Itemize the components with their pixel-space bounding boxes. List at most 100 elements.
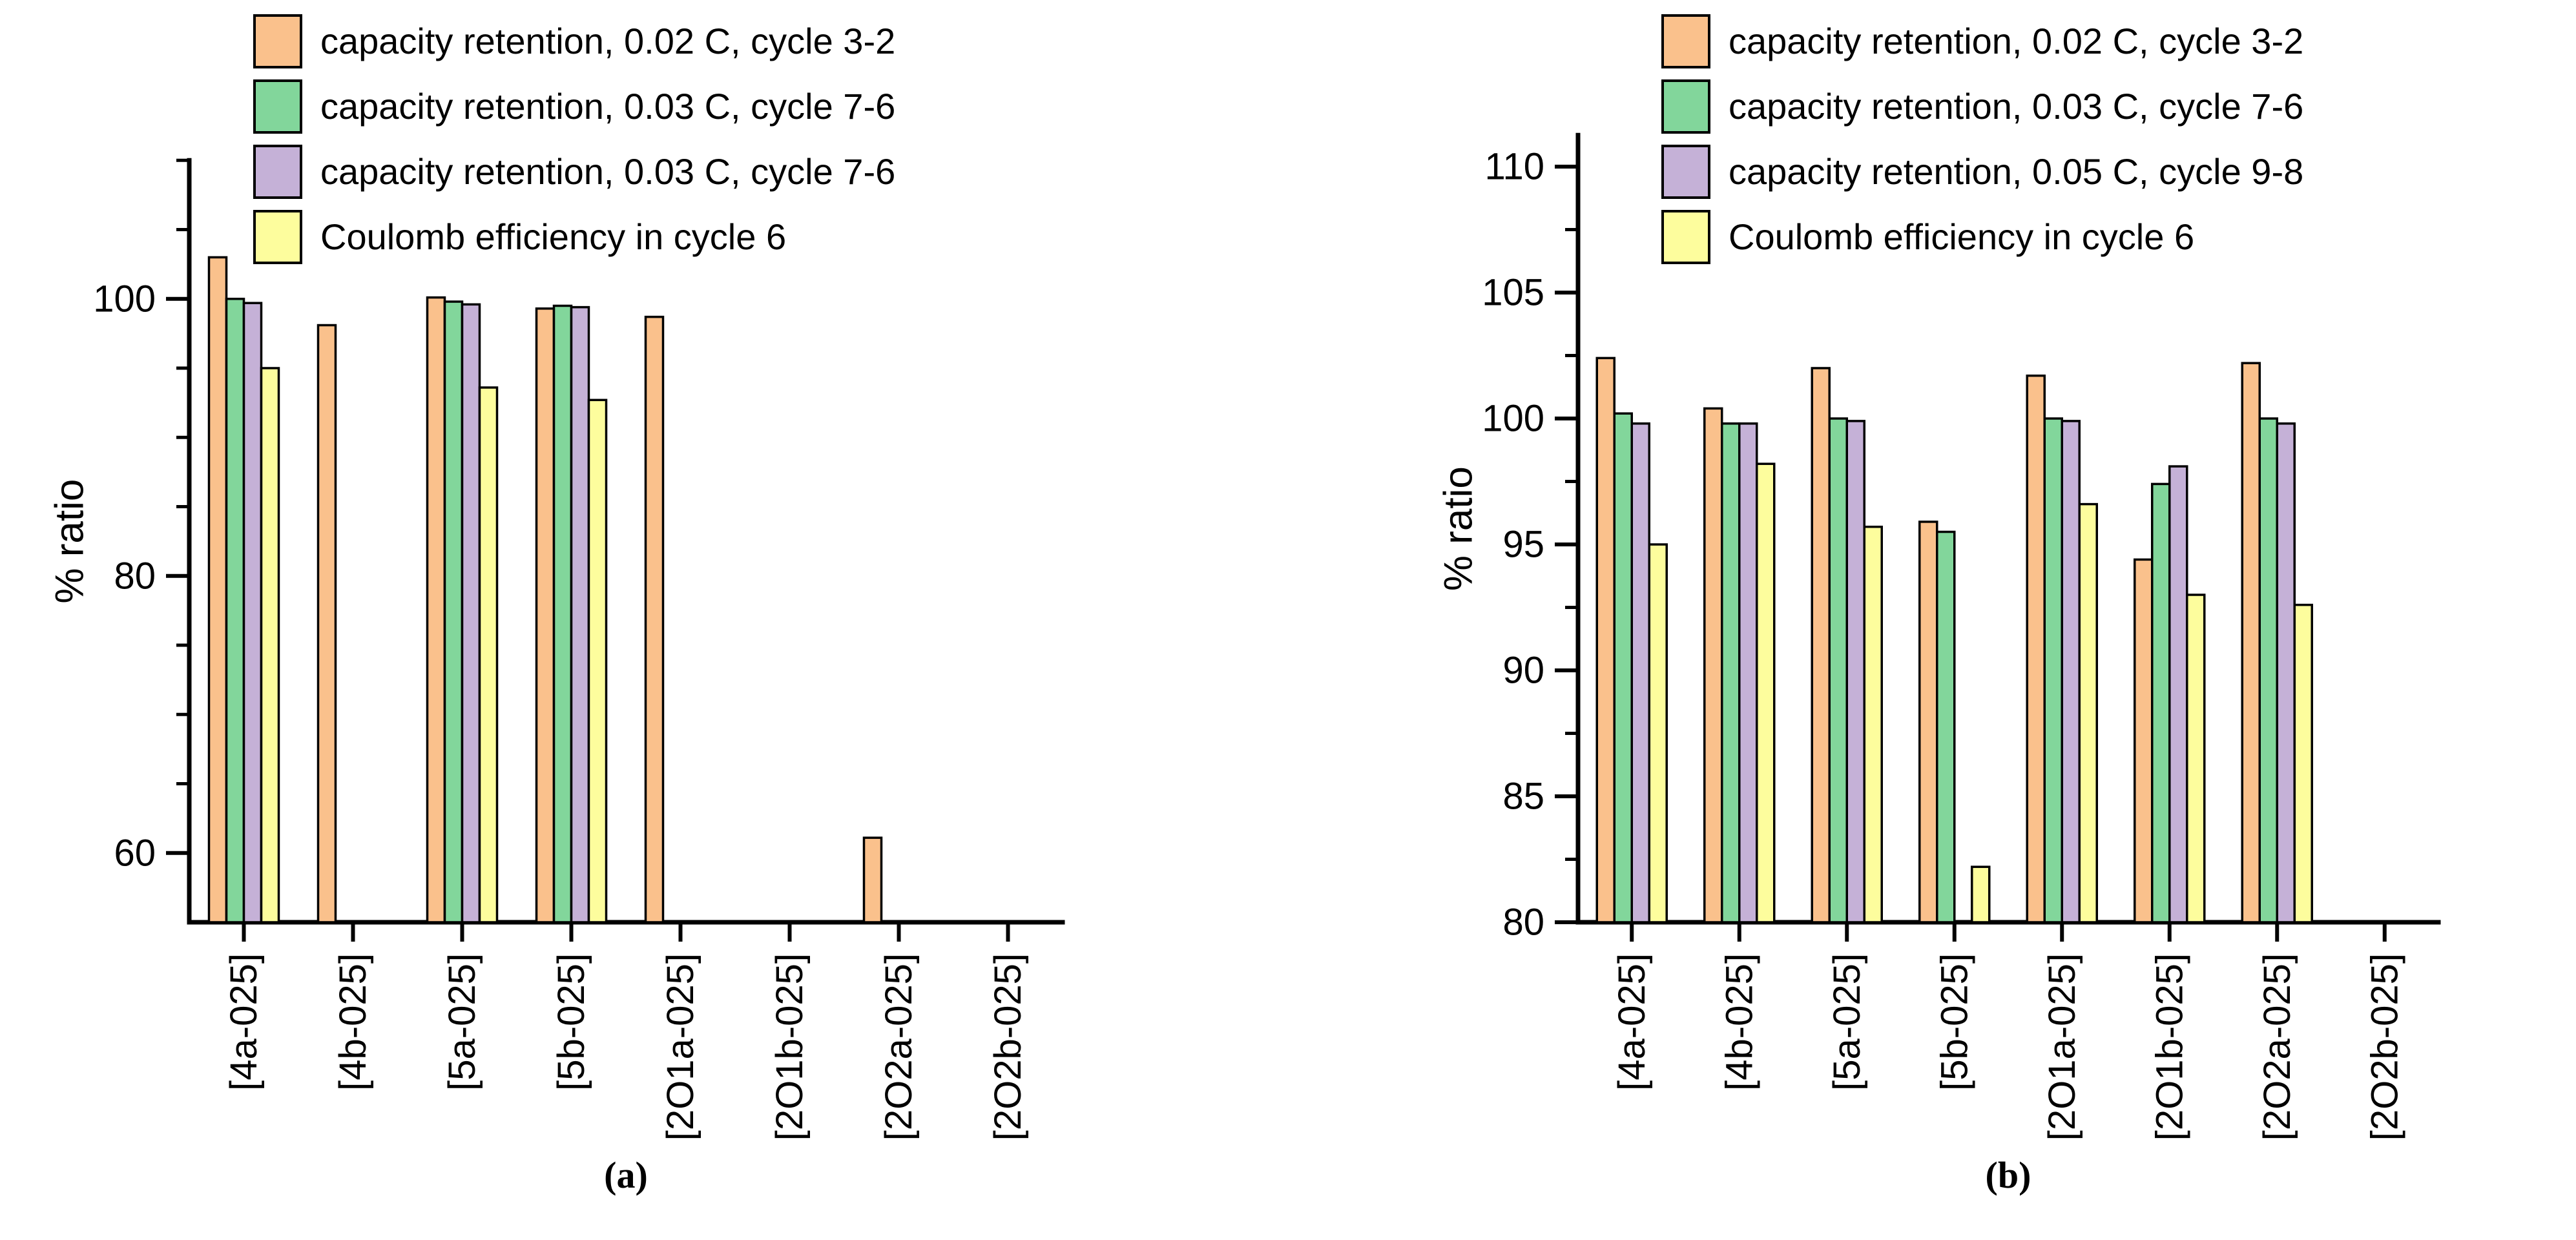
x-tick-label: [2O2a-025]: [2256, 953, 2298, 1141]
y-tick-label: 80: [1502, 902, 1544, 944]
x-tick-label: [2O2b-025]: [2363, 953, 2405, 1141]
bar-b-s3-[5a-025]: [1863, 525, 1883, 924]
bar-b-s0-[4a-025]: [1595, 356, 1615, 924]
legend-label: capacity retention, 0.03 C, cycle 7-6: [320, 151, 896, 192]
legend-label: Coulomb efficiency in cycle 6: [320, 216, 787, 257]
legend-item: Coulomb efficiency in cycle 6: [1661, 210, 2303, 264]
bar-b-s3-[2O1b-025]: [2186, 594, 2206, 924]
bar-b-s2-[5a-025]: [1845, 420, 1865, 924]
bar-b-s3-[2O2a-025]: [2293, 603, 2313, 924]
chart-b-legend: capacity retention, 0.02 C, cycle 3-2 cap…: [1661, 14, 2303, 275]
y-tick-label: 110: [1485, 146, 1544, 188]
bar-a-s0-[4a-025]: [207, 256, 228, 924]
legend-label: capacity retention, 0.03 C, cycle 7-6: [320, 86, 896, 127]
x-tick-label: [4b-025]: [1718, 953, 1760, 1091]
x-tick-label: [4b-025]: [332, 953, 374, 1091]
bar-a-s0-[2O1a-025]: [644, 315, 665, 924]
y-tick-label: 90: [1502, 650, 1544, 692]
x-tick-label: [5a-025]: [1826, 953, 1868, 1091]
x-tick-label: [2O1b-025]: [2148, 953, 2190, 1141]
chart-a-caption: (a): [604, 1154, 648, 1196]
x-tick-label: [4a-025]: [1611, 953, 1653, 1091]
bar-b-s1-[2O2a-025]: [2258, 417, 2278, 924]
bar-b-s1-[5a-025]: [1828, 417, 1848, 924]
y-tick-label: 105: [1482, 272, 1544, 314]
y-tick-label: 85: [1502, 776, 1544, 818]
bar-b-s0-[2O1a-025]: [2026, 374, 2046, 924]
bar-a-s0-[5b-025]: [535, 307, 556, 924]
bar-a-s3-[5b-025]: [587, 398, 608, 924]
bar-b-s1-[2O1b-025]: [2151, 482, 2171, 924]
x-tick-label: [5a-025]: [441, 953, 483, 1091]
bar-a-s1-[4a-025]: [225, 298, 245, 924]
bar-b-s3-[4b-025]: [1756, 462, 1776, 924]
bar-a-s3-[5a-025]: [478, 386, 499, 924]
legend-item: capacity retention, 0.03 C, cycle 7-6: [253, 145, 895, 199]
bar-a-s1-[5b-025]: [552, 304, 573, 924]
y-tick-label: 100: [1482, 398, 1544, 440]
bar-a-s0-[4b-025]: [317, 324, 337, 924]
bar-b-s0-[4b-025]: [1703, 407, 1723, 924]
bar-b-s2-[2O2a-025]: [2276, 422, 2296, 924]
y-tick-label: 100: [93, 278, 156, 320]
bar-a-s2-[5b-025]: [570, 305, 590, 924]
x-tick-label: [5b-025]: [1933, 953, 1975, 1091]
x-tick-label: [4a-025]: [223, 953, 265, 1091]
legend-swatch-purple: [1661, 145, 1710, 199]
legend-swatch-green: [253, 79, 302, 134]
x-tick-label: [5b-025]: [550, 953, 592, 1091]
legend-swatch-orange: [1661, 14, 1710, 68]
bar-b-s0-[2O2a-025]: [2241, 362, 2261, 924]
bar-b-s0-[5a-025]: [1811, 367, 1831, 924]
legend-swatch-orange: [253, 14, 302, 68]
y-tick-label: 60: [114, 832, 156, 874]
chart-a: 100 80 60 % ratio [4a-025] [4b-025] [5a-025] [5…: [48, 158, 1065, 1141]
bar-b-s1-[4b-025]: [1721, 422, 1741, 924]
legend-label: capacity retention, 0.03 C, cycle 7-6: [1729, 86, 2304, 127]
chart-b-caption: (b): [1985, 1154, 2031, 1196]
bar-b-s0-[5b-025]: [1918, 521, 1938, 924]
legend-item: capacity retention, 0.03 C, cycle 7-6: [1661, 79, 2303, 134]
legend-item: capacity retention, 0.03 C, cycle 7-6: [253, 79, 895, 134]
legend-label: Coulomb efficiency in cycle 6: [1729, 216, 2195, 257]
bar-b-s2-[4b-025]: [1738, 422, 1758, 924]
bar-a-s0-[2O2a-025]: [862, 836, 883, 924]
y-axis-title: % ratio: [1437, 466, 1481, 591]
legend-swatch-purple: [253, 145, 302, 199]
legend-swatch-yellow: [1661, 210, 1710, 264]
x-tick-label: [2O1a-025]: [2041, 953, 2083, 1141]
legend-swatch-green: [1661, 79, 1710, 134]
bar-a-s1-[5a-025]: [443, 300, 464, 924]
bar-b-s0-[2O1b-025]: [2134, 558, 2154, 924]
legend-item: capacity retention, 0.02 C, cycle 3-2: [253, 14, 895, 68]
legend-item: capacity retention, 0.02 C, cycle 3-2: [1661, 14, 2303, 68]
legend-item: Coulomb efficiency in cycle 6: [253, 210, 895, 264]
x-tick-label: [2O1b-025]: [769, 953, 811, 1141]
bar-a-s2-[5a-025]: [461, 303, 481, 924]
bar-a-s0-[5a-025]: [426, 296, 446, 924]
x-tick-label: [2O2b-025]: [987, 953, 1029, 1141]
bar-b-s3-[5b-025]: [1971, 865, 1991, 924]
x-tick-label: [2O2a-025]: [878, 953, 920, 1141]
bar-b-s2-[4a-025]: [1630, 422, 1650, 924]
legend-label: capacity retention, 0.02 C, cycle 3-2: [1729, 21, 2304, 61]
bar-a-s3-[4a-025]: [260, 367, 280, 924]
legend-swatch-yellow: [253, 210, 302, 264]
legend-label: capacity retention, 0.05 C, cycle 9-8: [1729, 151, 2304, 192]
y-tick-label: 95: [1502, 524, 1544, 566]
bar-b-s1-[2O1a-025]: [2043, 417, 2063, 924]
x-tick-label: [2O1a-025]: [660, 953, 701, 1141]
legend-item: capacity retention, 0.05 C, cycle 9-8: [1661, 145, 2303, 199]
chart-b: 110 105 100 95 90 85 80 % ratio [4a-025] [4b-025]…: [1437, 132, 2441, 1141]
y-tick-label: 80: [114, 555, 156, 597]
chart-a-legend: capacity retention, 0.02 C, cycle 3-2 cap…: [253, 14, 895, 275]
bar-a-s2-[4a-025]: [242, 302, 263, 924]
bar-b-s2-[2O1b-025]: [2168, 465, 2188, 924]
bar-b-s2-[2O1a-025]: [2061, 420, 2081, 924]
bar-b-s1-[4a-025]: [1613, 412, 1633, 924]
bar-b-s1-[5b-025]: [1936, 530, 1956, 924]
legend-label: capacity retention, 0.02 C, cycle 3-2: [320, 21, 896, 61]
bar-b-s3-[4a-025]: [1648, 543, 1668, 924]
